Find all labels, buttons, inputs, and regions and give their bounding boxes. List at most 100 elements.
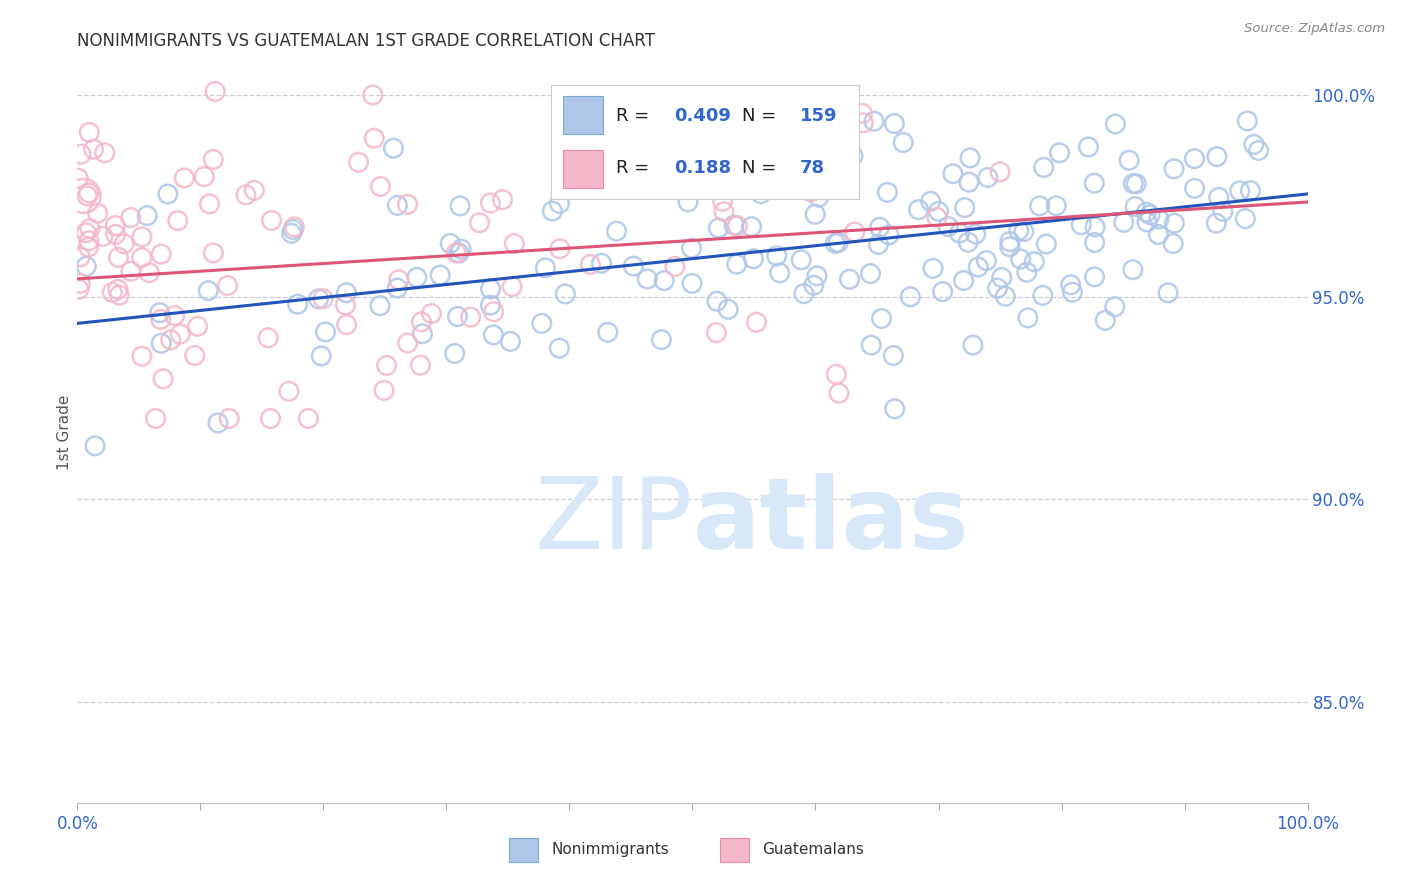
Point — [761, 134, 783, 148]
Point — [315, 325, 337, 339]
Y-axis label: 1st Grade: 1st Grade — [56, 395, 72, 470]
Point — [828, 386, 851, 401]
Point — [1229, 184, 1251, 198]
Point — [1212, 204, 1234, 219]
Point — [869, 220, 891, 235]
Point — [749, 186, 772, 201]
Point — [998, 240, 1021, 254]
Point — [1008, 223, 1031, 237]
Point — [936, 219, 959, 234]
Bar — [509, 838, 538, 862]
Point — [1184, 181, 1206, 195]
Point — [998, 235, 1021, 249]
Point — [664, 260, 686, 274]
Point — [676, 194, 699, 209]
Point — [396, 335, 419, 350]
Point — [107, 282, 129, 296]
Point — [953, 201, 976, 215]
Point — [965, 227, 987, 241]
Point — [807, 190, 830, 204]
Point — [79, 125, 101, 139]
Point — [652, 274, 675, 288]
Point — [149, 306, 172, 320]
Point — [806, 268, 828, 283]
Point — [725, 257, 748, 271]
Point — [460, 310, 482, 325]
Point — [591, 256, 613, 270]
Point — [1239, 184, 1261, 198]
Point — [723, 218, 745, 232]
Point — [388, 273, 411, 287]
Point — [278, 384, 301, 399]
Point — [79, 221, 101, 235]
Point — [851, 106, 873, 120]
Point — [186, 319, 208, 334]
Point — [554, 287, 576, 301]
Point — [863, 114, 886, 128]
Point — [1163, 216, 1185, 230]
Text: Source: ZipAtlas.com: Source: ZipAtlas.com — [1244, 22, 1385, 36]
Point — [77, 186, 100, 200]
Point — [824, 236, 846, 251]
Point — [959, 151, 981, 165]
Point — [725, 219, 748, 233]
Point — [920, 194, 942, 209]
Point — [373, 384, 395, 398]
Point — [1139, 208, 1161, 222]
Point — [382, 141, 405, 155]
Point — [281, 222, 304, 236]
Point — [309, 349, 332, 363]
Point — [898, 290, 921, 304]
Point — [468, 216, 491, 230]
Point — [623, 259, 645, 273]
Point — [1049, 145, 1071, 160]
Point — [530, 317, 553, 331]
Point — [681, 241, 703, 255]
Point — [166, 213, 188, 227]
Point — [84, 439, 107, 453]
Point — [1136, 215, 1159, 229]
Point — [217, 278, 239, 293]
Point — [108, 288, 131, 302]
Point — [842, 149, 865, 163]
Text: ZIP: ZIP — [534, 473, 693, 570]
Point — [650, 333, 672, 347]
Point — [606, 224, 628, 238]
Point — [883, 117, 905, 131]
Point — [259, 411, 281, 425]
Point — [825, 368, 848, 382]
Point — [1236, 114, 1258, 128]
Point — [72, 189, 94, 203]
Point — [70, 147, 93, 161]
Point — [202, 153, 225, 167]
Point — [994, 289, 1017, 303]
Point — [922, 261, 945, 276]
Point — [931, 285, 953, 299]
Point — [257, 331, 280, 345]
Point — [163, 309, 186, 323]
Point — [555, 124, 578, 138]
Point — [1084, 235, 1107, 250]
Point — [804, 207, 827, 221]
Point — [1147, 212, 1170, 227]
Point — [347, 155, 370, 169]
Point — [479, 298, 502, 312]
Point — [957, 235, 980, 250]
Text: NONIMMIGRANTS VS GUATEMALAN 1ST GRADE CORRELATION CHART: NONIMMIGRANTS VS GUATEMALAN 1ST GRADE CO… — [77, 32, 655, 50]
Point — [706, 294, 728, 309]
Point — [1205, 216, 1227, 230]
Point — [409, 358, 432, 372]
Point — [707, 221, 730, 235]
Point — [131, 349, 153, 363]
Text: Guatemalans: Guatemalans — [762, 842, 863, 856]
Point — [218, 411, 240, 425]
Point — [138, 266, 160, 280]
Point — [891, 136, 914, 150]
Point — [429, 268, 451, 282]
Point — [447, 246, 470, 260]
Point — [1062, 285, 1084, 300]
Point — [131, 251, 153, 265]
Point — [1184, 152, 1206, 166]
Point — [883, 401, 905, 416]
Point — [1032, 161, 1054, 175]
